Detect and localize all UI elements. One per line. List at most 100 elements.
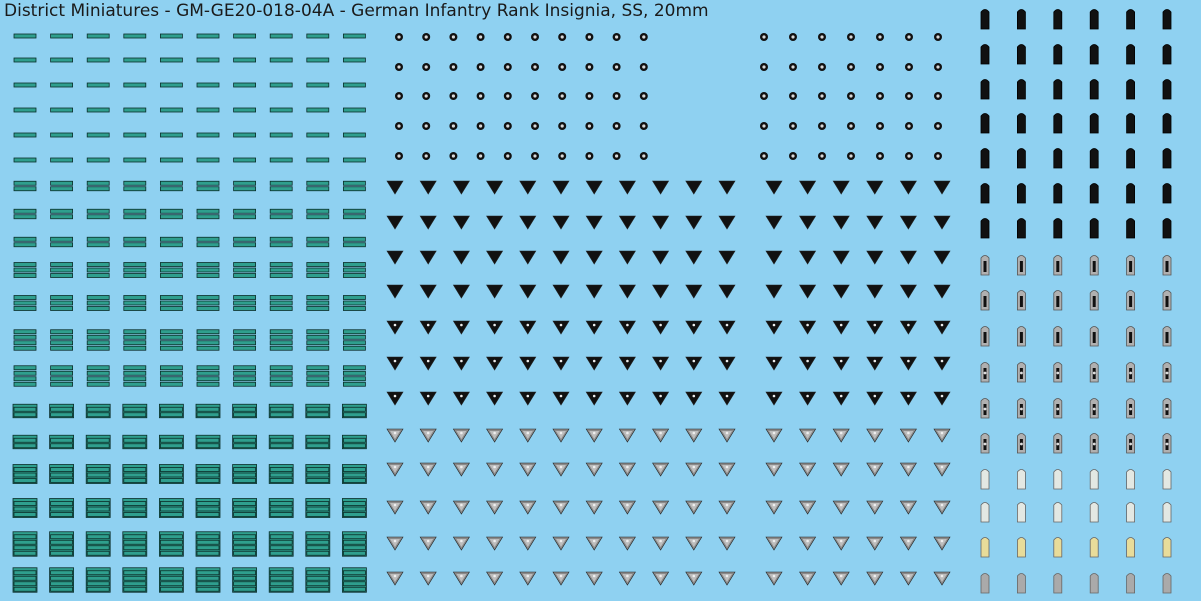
teal-bar-icon	[196, 82, 220, 88]
black-pip-icon	[395, 92, 403, 100]
shoulder-strap-icon	[1017, 573, 1026, 594]
chevron-icon	[899, 320, 917, 335]
chevron-icon	[718, 391, 736, 406]
teal-bar-icon	[123, 329, 147, 351]
teal-bar-icon	[233, 157, 257, 163]
shoulder-strap-icon	[1126, 290, 1135, 311]
chevron-icon	[933, 500, 951, 515]
shoulder-strap-icon	[1089, 537, 1099, 558]
teal-bar-icon	[268, 403, 294, 419]
chevron-icon	[718, 536, 736, 551]
black-pip-icon	[612, 122, 621, 130]
chevron-icon	[486, 320, 504, 335]
black-pip-icon	[612, 152, 621, 160]
chevron-icon	[685, 180, 703, 195]
teal-bar-icon	[306, 262, 330, 278]
black-pip-icon	[789, 122, 797, 130]
chevron-icon	[585, 215, 603, 230]
shoulder-strap-icon	[980, 218, 990, 239]
teal-bar-icon	[123, 236, 147, 248]
chevron-icon	[452, 320, 470, 335]
teal-bar-icon	[86, 365, 110, 387]
teal-bar-icon	[123, 295, 147, 311]
chevron-icon	[799, 462, 817, 477]
shoulder-strap-icon	[1017, 44, 1026, 65]
teal-bar-icon	[122, 434, 148, 450]
chevron-icon	[519, 250, 537, 265]
chevron-icon	[685, 391, 703, 406]
shoulder-strap-icon	[1162, 218, 1172, 239]
chevron-icon	[832, 356, 850, 371]
black-pip-icon	[905, 122, 913, 130]
black-pip-icon	[639, 63, 648, 71]
black-pip-icon	[612, 33, 621, 41]
chevron-icon	[832, 536, 850, 551]
teal-bar-icon	[342, 33, 366, 39]
teal-bar-icon	[50, 262, 73, 278]
shoulder-strap-icon	[1162, 183, 1172, 204]
shoulder-strap-icon	[1089, 290, 1099, 311]
shoulder-strap-icon	[1053, 113, 1063, 134]
black-pip-icon	[818, 63, 826, 71]
black-pip-icon	[558, 92, 567, 100]
teal-bar-icon	[341, 434, 367, 450]
chevron-icon	[718, 250, 736, 265]
teal-bar-icon	[342, 82, 366, 88]
shoulder-strap-icon	[1089, 573, 1099, 594]
teal-bar-icon	[232, 567, 258, 593]
black-pip-icon	[476, 92, 485, 100]
teal-bar-icon	[306, 107, 330, 113]
black-pip-icon	[789, 63, 797, 71]
chevron-icon	[866, 356, 884, 371]
chevron-icon	[899, 250, 917, 265]
teal-bar-icon	[123, 107, 147, 113]
shoulder-strap-icon	[1017, 537, 1026, 558]
black-pip-icon	[760, 92, 768, 100]
chevron-icon	[486, 536, 504, 551]
chevron-icon	[799, 320, 817, 335]
chevron-icon	[486, 250, 504, 265]
teal-bar-icon	[233, 57, 257, 63]
shoulder-strap-icon	[980, 183, 990, 204]
teal-bar-icon	[123, 33, 147, 39]
teal-bar-icon	[342, 236, 366, 248]
chevron-icon	[832, 391, 850, 406]
chevron-icon	[899, 215, 917, 230]
teal-bar-icon	[159, 157, 183, 163]
chevron-icon	[452, 536, 470, 551]
chevron-icon	[866, 180, 884, 195]
shoulder-strap-icon	[1053, 148, 1063, 169]
shoulder-strap-icon	[980, 573, 990, 594]
chevron-icon	[452, 428, 470, 443]
shoulder-strap-icon	[1053, 502, 1063, 523]
teal-bar-icon	[196, 180, 220, 192]
chevron-icon	[419, 320, 437, 335]
chevron-icon	[832, 284, 850, 299]
chevron-icon	[386, 250, 404, 265]
shoulder-strap-icon	[1089, 44, 1099, 65]
teal-bar-icon	[158, 403, 184, 419]
shoulder-strap-icon	[980, 537, 990, 558]
teal-bar-icon	[123, 208, 147, 220]
shoulder-strap-icon	[1017, 469, 1026, 490]
chevron-icon	[832, 462, 850, 477]
shoulder-strap-icon	[1053, 79, 1063, 100]
chevron-icon	[652, 284, 670, 299]
chevron-icon	[618, 571, 636, 586]
chevron-icon	[618, 320, 636, 335]
teal-bar-icon	[341, 464, 367, 484]
chevron-icon	[386, 391, 404, 406]
black-pip-icon	[449, 63, 458, 71]
black-pip-icon	[876, 33, 884, 41]
shoulder-strap-icon	[1053, 469, 1063, 490]
black-pip-icon	[449, 92, 458, 100]
shoulder-strap-icon	[1162, 433, 1172, 454]
teal-bar-icon	[269, 157, 293, 163]
teal-bar-icon	[50, 208, 73, 220]
teal-bar-icon	[342, 262, 366, 278]
black-pip-icon	[585, 152, 594, 160]
chevron-icon	[419, 536, 437, 551]
chevron-icon	[866, 500, 884, 515]
chevron-icon	[519, 356, 537, 371]
black-pip-icon	[422, 92, 431, 100]
